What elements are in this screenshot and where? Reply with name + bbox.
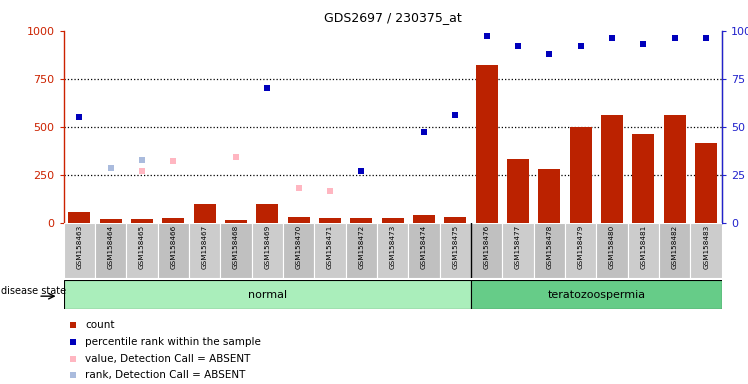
Text: GSM158471: GSM158471 [327,225,333,269]
Bar [314,223,346,278]
Bar [633,134,654,223]
Text: GSM158468: GSM158468 [233,225,239,269]
Text: GSM158467: GSM158467 [202,225,208,269]
Bar [507,159,529,223]
Bar [565,223,596,278]
Bar [350,218,373,223]
Bar [158,223,189,278]
Text: GSM158474: GSM158474 [421,225,427,269]
Text: GSM158481: GSM158481 [640,225,646,269]
Bar [601,115,623,223]
Text: GSM158466: GSM158466 [171,225,177,269]
Text: GSM158483: GSM158483 [703,225,709,269]
Text: GSM158473: GSM158473 [390,225,396,269]
Bar [628,223,659,278]
Bar [64,223,95,278]
Bar [221,223,251,278]
Text: GSM158465: GSM158465 [139,225,145,269]
Text: GSM158480: GSM158480 [609,225,615,269]
Text: GSM158479: GSM158479 [577,225,583,269]
Text: GSM158472: GSM158472 [358,225,364,269]
Bar [189,223,221,278]
Bar [440,223,471,278]
Bar [225,220,247,223]
Text: normal: normal [248,290,287,300]
Bar [194,204,215,223]
Bar [539,169,560,223]
Text: value, Detection Call = ABSENT: value, Detection Call = ABSENT [85,354,251,364]
Text: GSM158463: GSM158463 [76,225,82,269]
Text: GSM158477: GSM158477 [515,225,521,269]
Bar [131,219,153,223]
Bar [690,223,722,278]
Bar [471,280,722,309]
Bar [659,223,690,278]
Bar [570,127,592,223]
Text: GSM158464: GSM158464 [108,225,114,269]
Bar [695,143,717,223]
Bar [64,280,471,309]
Bar [288,217,310,223]
Bar [346,223,377,278]
Bar [503,223,534,278]
Text: GDS2697 / 230375_at: GDS2697 / 230375_at [324,12,462,25]
Bar [283,223,314,278]
Bar [471,223,503,278]
Text: GSM158469: GSM158469 [264,225,270,269]
Bar [126,223,158,278]
Text: GSM158478: GSM158478 [547,225,553,269]
Bar [381,218,404,223]
Text: count: count [85,320,114,330]
Text: GSM158482: GSM158482 [672,225,678,269]
Text: rank, Detection Call = ABSENT: rank, Detection Call = ABSENT [85,371,245,381]
Text: teratozoospermia: teratozoospermia [548,290,646,300]
Bar [95,223,126,278]
Text: percentile rank within the sample: percentile rank within the sample [85,337,261,347]
Bar [68,212,91,223]
Bar [162,218,184,223]
Text: GSM158475: GSM158475 [453,225,459,269]
Text: disease state: disease state [1,286,67,296]
Bar [413,215,435,223]
Bar [319,218,341,223]
Text: GSM158476: GSM158476 [484,225,490,269]
Bar [534,223,565,278]
Text: GSM158470: GSM158470 [295,225,301,269]
Bar [408,223,440,278]
Bar [663,115,686,223]
Bar [377,223,408,278]
Bar [251,223,283,278]
Bar [476,65,497,223]
Bar [99,219,122,223]
Bar [257,204,278,223]
Bar [596,223,628,278]
Bar [444,217,466,223]
